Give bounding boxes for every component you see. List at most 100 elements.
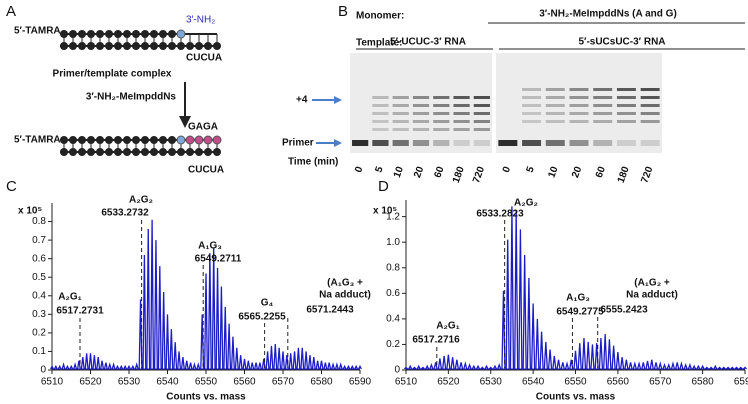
reagent: 3′-NH₂-MeImpddNs [86, 92, 177, 103]
band [412, 96, 430, 99]
peak [564, 361, 570, 370]
peak [442, 355, 447, 370]
band [545, 140, 565, 146]
nucleotide [78, 42, 86, 50]
peak [530, 303, 536, 370]
peak [50, 364, 54, 370]
x-axis-label: Counts vs. mass [166, 392, 246, 403]
annotation-mass: 6571.2443 [306, 305, 354, 316]
band [453, 120, 470, 123]
band [569, 88, 589, 91]
peak [304, 351, 309, 370]
time-point: 0 [501, 165, 513, 174]
peak [242, 358, 247, 370]
band [453, 96, 470, 99]
peak [454, 359, 459, 370]
peak [480, 366, 485, 370]
band [473, 120, 490, 123]
peak [257, 362, 262, 370]
time-point: 720 [639, 165, 655, 185]
nucleotide [159, 148, 167, 156]
peak [658, 361, 663, 370]
annotation-mass: 6533.2823 [476, 209, 524, 220]
y-tick-label: 0.6 [386, 288, 400, 299]
peak [319, 360, 324, 370]
peak [146, 228, 151, 370]
peak [603, 334, 608, 370]
annotation-label: A₂G₂ [129, 195, 153, 206]
band [522, 96, 542, 99]
nucleotide [114, 42, 122, 50]
annotation-label: (A₁G₂ + [634, 278, 670, 289]
peak [88, 353, 93, 370]
peak [692, 364, 697, 370]
nucleotide [60, 42, 68, 50]
band [616, 112, 636, 115]
peak [666, 362, 671, 370]
template: 5′-sUCsUC-3′ RNA [578, 37, 665, 48]
band [522, 88, 542, 91]
peak [215, 267, 220, 370]
band [545, 112, 565, 115]
y-tick-label: 0.4 [32, 290, 46, 301]
peak [433, 362, 438, 370]
peak [227, 323, 232, 370]
peak [704, 366, 709, 370]
nucleotide [176, 135, 186, 145]
nucleotide [204, 42, 212, 50]
annotation-mass: 6549.2775 [556, 307, 604, 318]
peak [157, 266, 162, 370]
x-tick-label: 6540 [156, 377, 179, 388]
y-tick-label: 0.4 [386, 314, 400, 325]
peak [717, 366, 722, 370]
peak [645, 360, 650, 370]
band [433, 104, 450, 107]
nucleotide [105, 30, 113, 38]
band [392, 112, 409, 115]
peak [636, 361, 642, 370]
panel-label: B [338, 3, 348, 20]
arrow-head [334, 96, 342, 104]
peak [223, 306, 228, 370]
monomer-label: Monomer: [356, 11, 404, 22]
peak [219, 286, 224, 370]
peak [649, 359, 654, 370]
nucleotide [150, 136, 158, 144]
time-point: 60 [594, 165, 608, 180]
time-point: 10 [546, 165, 560, 180]
peak [350, 364, 355, 370]
band [412, 104, 430, 107]
annotation-mass: 6549.2711 [195, 254, 242, 265]
x-tick-label: 6550 [564, 377, 587, 388]
nucleotide [123, 30, 131, 38]
annotation-label: (A₁G₃ + [327, 278, 363, 289]
peak [514, 210, 519, 370]
band [640, 140, 660, 146]
nucleotide [105, 42, 113, 50]
peak [150, 219, 155, 370]
nucleotide [141, 42, 149, 50]
nucleotide [194, 135, 204, 145]
peak [497, 362, 502, 370]
peak [484, 364, 489, 370]
peak [738, 366, 743, 370]
nucleotide [212, 135, 222, 145]
peak [315, 360, 320, 370]
peak [307, 355, 312, 370]
peak [696, 364, 701, 370]
peak [338, 362, 343, 370]
x-tick-label: 6560 [607, 377, 630, 388]
primer-5prime: 5′-TAMRA [14, 26, 61, 37]
x-tick-label: 6570 [649, 377, 672, 388]
peak [628, 362, 633, 370]
nucleotide [159, 30, 167, 38]
annotation-mass: 6533.2732 [101, 208, 149, 219]
peak [161, 292, 166, 370]
panel-label: C [6, 178, 17, 195]
peak [641, 362, 646, 370]
scale-label: x 10⁵ [373, 206, 397, 217]
peak [404, 366, 408, 370]
peak [586, 341, 591, 370]
band [433, 140, 450, 146]
nucleotide [87, 148, 95, 156]
